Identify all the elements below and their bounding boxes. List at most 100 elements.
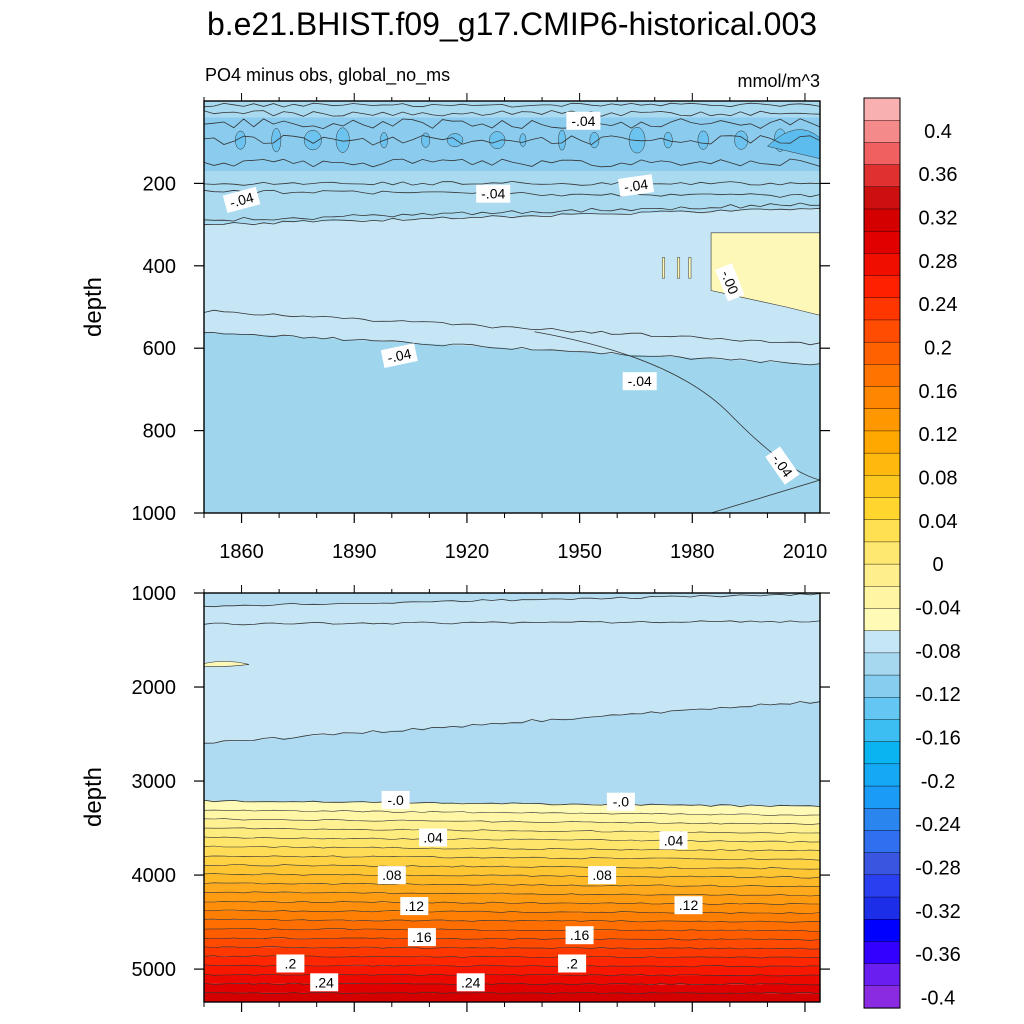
lower-contour-label-text: .08: [592, 867, 612, 883]
colorbar-tick-label: -0.36: [915, 944, 961, 966]
lower-contour-label-text: .04: [423, 830, 443, 846]
lower-contour-line: [203, 620, 821, 626]
upper-contour-line: [203, 180, 821, 186]
upper-contour-line: [534, 331, 822, 514]
upper-contour-line: [203, 158, 821, 168]
upper-contour-label-text: -.04: [623, 176, 649, 195]
colorbar-swatch: [863, 142, 901, 166]
colorbar-swatch: [863, 941, 901, 965]
lower-contour-label-box: [407, 928, 436, 947]
lower-contour-line: [203, 973, 821, 977]
colorbar-swatch: [863, 275, 901, 299]
lower-contour-line: [203, 836, 821, 843]
colorbar-swatch: [863, 319, 901, 343]
upper-frame: [203, 100, 821, 514]
colorbar-swatch: [863, 519, 901, 543]
upper-minimum-patch: [558, 129, 566, 151]
upper-minimum-patch: [271, 128, 282, 153]
figure-title: b.e21.BHIST.f09_g17.CMIP6-historical.003: [207, 6, 817, 42]
lower-contour-lines: [203, 593, 821, 995]
lower-warm-band: [204, 992, 820, 1002]
colorbar-swatch: [863, 475, 901, 499]
upper-contour-label-box: [617, 174, 655, 197]
upper-axis-ticks: 1860 1890 1920 1950 1980 2010 200 400 600 800 1000: [132, 93, 830, 563]
upper-y-tick-label: 400: [143, 256, 176, 278]
lower-contour-label: .2: [558, 954, 587, 973]
lower-contour-line: [203, 891, 821, 897]
lower-contour-label: .24: [310, 973, 339, 992]
colorbar-tick-label: 0: [932, 554, 943, 576]
colorbar-swatch: [863, 497, 901, 521]
lower-warm-band: [204, 983, 820, 994]
lower-contour-label-text: .16: [570, 927, 590, 943]
upper-contour-label: -.04: [617, 174, 655, 197]
lower-contour-line: [203, 964, 821, 968]
lower-contour-label-box: [674, 896, 703, 915]
lower-contour-label-box: [606, 792, 635, 811]
upper-contour-label-box: [222, 186, 261, 213]
colorbar-swatch: [863, 874, 901, 898]
lower-contour-line: [203, 827, 821, 834]
colorbar-swatch: [863, 119, 901, 143]
colorbar-swatch: [863, 963, 901, 987]
lower-contour-line: [203, 873, 821, 879]
upper-contour-label-box: [380, 343, 418, 368]
lower-contour-line: [203, 818, 821, 825]
upper-x-tick-label: 2010: [783, 541, 828, 563]
colorbar-swatch: [863, 652, 901, 676]
upper-minimum-patch: [734, 130, 749, 150]
lower-contour-line: [203, 701, 821, 744]
upper-minimum-patch: [421, 132, 431, 148]
lower-contour-line: [203, 845, 821, 852]
upper-minimum-patch: [303, 130, 322, 151]
upper-contour-label: -.04: [222, 186, 261, 213]
upper-band-subsurface: [204, 117, 820, 172]
colorbar-tick-label: 0.08: [919, 467, 958, 489]
colorbar-swatch: [863, 341, 901, 365]
upper-contour-label-box: [715, 263, 745, 302]
lower-warm-band: [204, 910, 820, 923]
colorbar-tick-label: -0.32: [915, 901, 961, 923]
upper-contour-line: [203, 118, 821, 130]
upper-y-tick-label: 600: [143, 338, 176, 360]
upper-band-intermediate: [204, 208, 820, 365]
lower-warm-band: [204, 937, 820, 949]
colorbar-tick-label: 0.36: [919, 164, 958, 186]
colorbar-swatch: [863, 430, 901, 454]
colorbar-tick-label: 0.16: [919, 381, 958, 403]
lower-warm-band: [204, 892, 820, 905]
lower-contour-label-text: .2: [285, 956, 297, 972]
lower-contour-label: -.0: [606, 792, 635, 811]
colorbar-swatch: [863, 253, 901, 277]
lower-contour-label-text: -.0: [387, 792, 404, 808]
lower-contour-label: .16: [407, 928, 436, 947]
lower-warm-band: [204, 947, 820, 958]
colorbar-swatch: [863, 408, 901, 432]
colorbar-swatch: [863, 674, 901, 698]
lower-axis-ticks: 1000 2000 3000 4000 5000: [132, 583, 830, 1012]
upper-contour-label-text: -.04: [386, 345, 413, 366]
upper-contour-line: [203, 134, 821, 146]
upper-contour-label-text: -.04: [628, 373, 652, 389]
lower-band-mid: [204, 701, 820, 807]
colorbar-tick-label: -0.24: [915, 814, 961, 836]
lower-contour-line: [204, 900, 820, 905]
lower-contour-label: .12: [400, 897, 429, 916]
upper-contour-label: -.04: [622, 372, 657, 391]
lower-contour-label-box: [419, 828, 448, 847]
lower-contour-line: [203, 593, 821, 608]
lower-contour-line: [203, 928, 821, 932]
colorbar-tick-label: -0.4: [921, 987, 955, 1009]
upper-contour-line: [203, 309, 821, 346]
upper-contour-line: [203, 207, 821, 226]
lower-contour-label-box: [310, 973, 339, 992]
lower-contour-line: [203, 991, 821, 995]
colorbar-swatch: [863, 186, 901, 210]
lower-contour-label: .12: [674, 896, 703, 915]
upper-contour-label-box: [566, 111, 601, 130]
colorbar-tick-label: -0.2: [921, 771, 955, 793]
upper-contour-label: -.04: [566, 111, 601, 130]
lower-contour-label-box: [588, 866, 617, 885]
lower-ylabel: depth: [80, 767, 107, 827]
